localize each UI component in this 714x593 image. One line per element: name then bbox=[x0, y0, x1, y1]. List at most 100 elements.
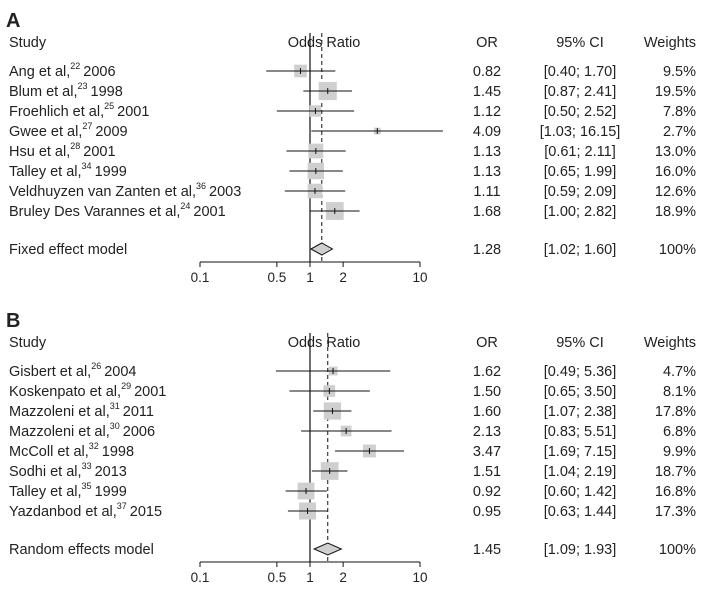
or-value: 3.47 bbox=[473, 444, 501, 460]
ci-value: [0.49; 5.36] bbox=[544, 364, 617, 380]
study-year: 2009 bbox=[95, 124, 127, 140]
ci-value: [1.07; 2.38] bbox=[544, 404, 617, 420]
study-ref: 26 bbox=[91, 361, 101, 371]
x-tick-label: 0.5 bbox=[267, 270, 286, 285]
ci-value: [0.87; 2.41] bbox=[544, 84, 617, 100]
study-year: 1998 bbox=[102, 444, 134, 460]
or-value: 0.92 bbox=[473, 484, 501, 500]
study-ref: 24 bbox=[180, 201, 190, 211]
study-author: Hsu et al, bbox=[9, 144, 70, 160]
ci-value: [0.83; 5.51] bbox=[544, 424, 617, 440]
panel-letter: A bbox=[6, 10, 20, 32]
study-ref: 22 bbox=[70, 61, 80, 71]
ci-value: [1.04; 2.19] bbox=[544, 464, 617, 480]
study-row: Talley et al,34 1999 1.13 [0.65; 1.99] 16.0% bbox=[9, 161, 696, 180]
study-ref: 37 bbox=[117, 501, 127, 511]
study-author: Sodhi et al, bbox=[9, 464, 82, 480]
study-ref: 36 bbox=[196, 181, 206, 191]
study-year: 2001 bbox=[193, 204, 225, 220]
study-year: 1999 bbox=[95, 164, 127, 180]
or-value: 1.45 bbox=[473, 84, 501, 100]
or-value: 0.82 bbox=[473, 64, 501, 80]
ci-value: [0.50; 2.52] bbox=[544, 104, 617, 120]
weight-value: 16.0% bbox=[655, 164, 696, 180]
study-ref: 28 bbox=[70, 141, 80, 151]
study-year: 2001 bbox=[83, 144, 115, 160]
summary-row: Random effects model 1.45 [1.09; 1.93] 100% bbox=[9, 542, 696, 558]
weight-value: 6.8% bbox=[663, 424, 696, 440]
study-author: Froehlich et al, bbox=[9, 104, 104, 120]
summary-diamond bbox=[309, 242, 334, 256]
weight-value: 19.5% bbox=[655, 84, 696, 100]
panel-b: B Study Odds Ratio OR 95% CI Weights Gisbert e… bbox=[6, 310, 696, 585]
weight-value: 17.8% bbox=[655, 404, 696, 420]
summary-ci-value: [1.09; 1.93] bbox=[544, 542, 617, 558]
or-value: 1.13 bbox=[473, 164, 501, 180]
study-row: Talley et al,35 1999 0.92 [0.60; 1.42] 16.8% bbox=[9, 481, 696, 500]
weight-value: 7.8% bbox=[663, 104, 696, 120]
study-author: Mazzoleni et al, bbox=[9, 424, 110, 440]
study-label: Sodhi et al,33 2013 bbox=[9, 461, 127, 480]
or-value: 4.09 bbox=[473, 124, 501, 140]
ci-value: [0.61; 2.11] bbox=[544, 144, 615, 160]
study-row: Gisbert et al,26 2004 1.62 [0.49; 5.36] 4.7% bbox=[9, 361, 696, 380]
summary-or-value: 1.28 bbox=[473, 242, 501, 258]
study-ref: 31 bbox=[110, 401, 120, 411]
header-or: OR bbox=[476, 335, 498, 351]
study-label: Ang et al,22 2006 bbox=[9, 61, 116, 80]
summary-label: Fixed effect model bbox=[9, 242, 127, 258]
study-label: Talley et al,34 1999 bbox=[9, 161, 127, 180]
study-year: 2003 bbox=[209, 184, 241, 200]
study-year: 2006 bbox=[83, 64, 115, 80]
study-author: Mazzoleni et al, bbox=[9, 404, 110, 420]
header-study: Study bbox=[9, 335, 47, 351]
or-value: 1.13 bbox=[473, 144, 501, 160]
study-label: McColl et al,32 1998 bbox=[9, 441, 134, 460]
header-study: Study bbox=[9, 35, 47, 51]
study-year: 1999 bbox=[95, 484, 127, 500]
summary-or-value: 1.45 bbox=[473, 542, 501, 558]
summary-diamond bbox=[312, 542, 343, 556]
study-row: Froehlich et al,25 2001 1.12 [0.50; 2.52] 7.… bbox=[9, 101, 696, 120]
or-value: 0.95 bbox=[473, 504, 501, 520]
header-odds-ratio: Odds Ratio bbox=[288, 335, 361, 351]
weight-value: 8.1% bbox=[663, 384, 696, 400]
study-year: 2013 bbox=[95, 464, 127, 480]
study-author: Gisbert et al, bbox=[9, 364, 91, 380]
study-year: 2015 bbox=[130, 504, 162, 520]
study-author: Gwee et al, bbox=[9, 124, 82, 140]
study-ref: 32 bbox=[89, 441, 99, 451]
study-row: Hsu et al,28 2001 1.13 [0.61; 2.11] 13.0% bbox=[9, 141, 696, 160]
study-year: 2006 bbox=[123, 424, 155, 440]
study-row: Ang et al,22 2006 0.82 [0.40; 1.70] 9.5% bbox=[9, 61, 696, 80]
weight-value: 4.7% bbox=[663, 364, 696, 380]
study-year: 2001 bbox=[117, 104, 149, 120]
header-weights: Weights bbox=[644, 335, 696, 351]
study-label: Koskenpato et al,29 2001 bbox=[9, 381, 166, 400]
or-value: 1.50 bbox=[473, 384, 501, 400]
weight-value: 9.9% bbox=[663, 444, 696, 460]
weight-value: 13.0% bbox=[655, 144, 696, 160]
panel-letter: B bbox=[6, 310, 20, 332]
study-row: McColl et al,32 1998 3.47 [1.69; 7.15] 9.9% bbox=[9, 441, 696, 460]
or-value: 1.12 bbox=[473, 104, 501, 120]
ci-value: [0.60; 1.42] bbox=[544, 484, 617, 500]
study-author: Veldhuyzen van Zanten et al, bbox=[9, 184, 196, 200]
study-row: Bruley Des Varannes et al,24 2001 1.68 [1.0… bbox=[9, 201, 696, 220]
summary-weight-value: 100% bbox=[659, 542, 696, 558]
ci-value: [1.69; 7.15] bbox=[544, 444, 617, 460]
header-95ci: 95% CI bbox=[556, 35, 604, 51]
study-label: Gisbert et al,26 2004 bbox=[9, 361, 136, 380]
weight-value: 9.5% bbox=[663, 64, 696, 80]
header-or: OR bbox=[476, 35, 498, 51]
ci-value: [0.65; 3.50] bbox=[544, 384, 617, 400]
study-label: Gwee et al,27 2009 bbox=[9, 121, 128, 140]
or-value: 2.13 bbox=[473, 424, 501, 440]
x-tick-label: 1 bbox=[306, 270, 314, 285]
ci-value: [0.65; 1.99] bbox=[544, 164, 617, 180]
study-label: Froehlich et al,25 2001 bbox=[9, 101, 149, 120]
ci-value: [0.40; 1.70] bbox=[544, 64, 617, 80]
summary-weight-value: 100% bbox=[659, 242, 696, 258]
weight-value: 17.3% bbox=[655, 504, 696, 520]
study-label: Mazzoleni et al,31 2011 bbox=[9, 401, 154, 420]
